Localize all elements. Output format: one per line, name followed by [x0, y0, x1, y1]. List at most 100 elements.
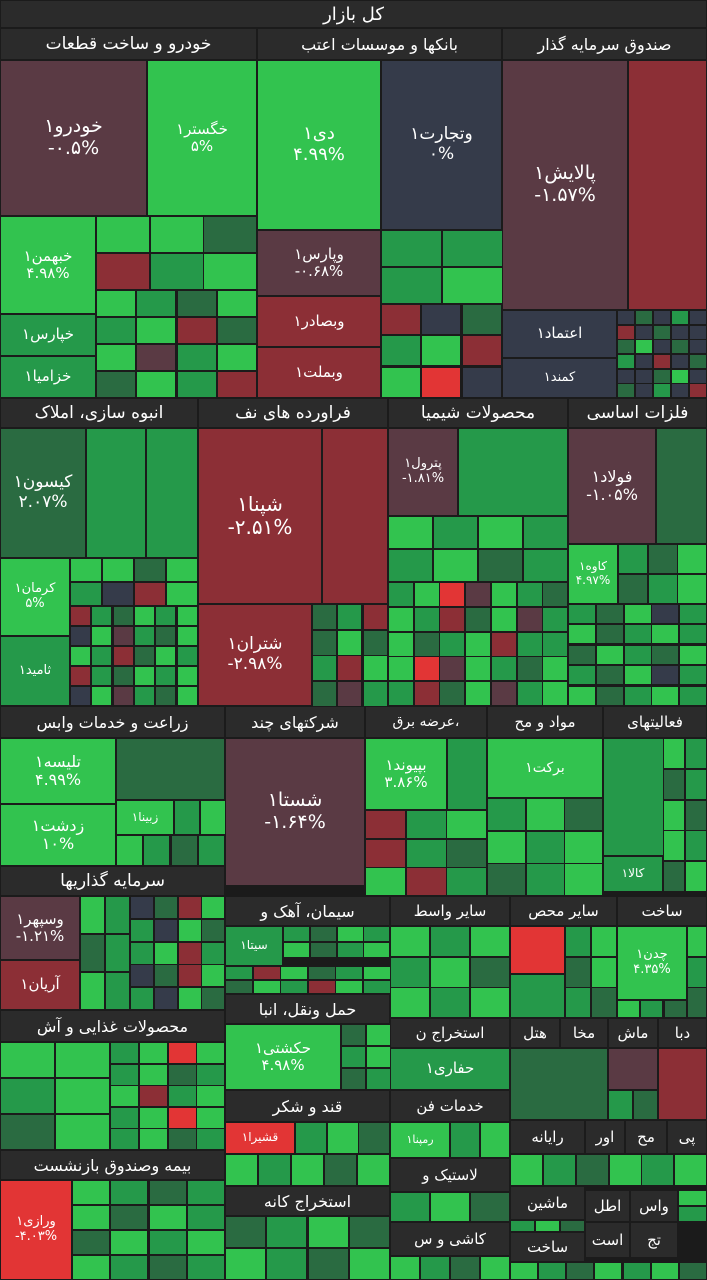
stock-tile[interactable]	[566, 1262, 594, 1280]
stock-tile[interactable]	[154, 942, 178, 965]
stock-tile[interactable]	[689, 369, 707, 384]
stock-tile[interactable]	[130, 964, 154, 987]
sector-header-mass[interactable]: انبوه سازی، املاک	[0, 398, 198, 428]
stock-tile[interactable]	[134, 606, 155, 626]
stock-tile[interactable]	[70, 582, 102, 606]
stock-tile[interactable]	[442, 230, 503, 267]
stock-tile[interactable]	[465, 607, 491, 632]
stock-tile[interactable]	[679, 686, 707, 706]
stock-tile[interactable]	[542, 656, 568, 681]
stock-tile[interactable]	[663, 861, 685, 892]
stock-tile[interactable]	[363, 630, 388, 656]
stock-tile[interactable]	[624, 665, 652, 685]
stock-tile[interactable]	[414, 582, 440, 607]
stock-tile[interactable]	[134, 686, 155, 706]
stock-tile-khpars[interactable]	[0, 314, 96, 356]
stock-tile[interactable]	[363, 681, 388, 707]
stock-tile[interactable]	[177, 317, 217, 344]
stock-tile[interactable]	[110, 1205, 148, 1230]
stock-tile[interactable]	[651, 1262, 679, 1280]
stock-tile[interactable]	[491, 681, 517, 706]
sector-header-activities[interactable]: فعالیتهای	[603, 706, 707, 738]
stock-tile[interactable]	[517, 582, 543, 607]
sector-header-atl[interactable]: اطل	[585, 1190, 630, 1222]
stock-tile[interactable]	[596, 604, 624, 624]
stock-tile[interactable]	[381, 367, 421, 398]
stock-tile[interactable]	[178, 964, 202, 987]
stock-tile-kala[interactable]	[603, 856, 663, 892]
stock-tile[interactable]	[266, 1248, 307, 1280]
stock-tile-chadn[interactable]	[617, 926, 687, 1000]
stock-tile[interactable]	[312, 681, 337, 707]
stock-tile[interactable]	[177, 290, 217, 317]
sector-header-taj[interactable]: تج	[630, 1222, 678, 1258]
stock-tile[interactable]	[102, 558, 134, 582]
stock-tile-etemad[interactable]	[502, 310, 617, 358]
sector-header-transport[interactable]: حمل ونقل، انبا	[225, 994, 390, 1024]
stock-tile-vsepehr[interactable]	[0, 896, 80, 960]
stock-tile[interactable]	[617, 354, 635, 369]
stock-tile[interactable]	[564, 798, 603, 831]
sector-header-daba[interactable]: دبا	[658, 1018, 707, 1048]
stock-tile[interactable]	[491, 656, 517, 681]
stock-tile[interactable]	[608, 1090, 633, 1120]
stock-tile[interactable]	[491, 607, 517, 632]
stock-tile[interactable]	[70, 666, 91, 686]
stock-tile[interactable]	[439, 582, 465, 607]
stock-tile[interactable]	[130, 896, 154, 919]
stock-tile[interactable]	[568, 624, 596, 644]
stock-tile[interactable]	[388, 607, 414, 632]
stock-tile[interactable]	[517, 607, 543, 632]
stock-tile[interactable]	[312, 630, 337, 656]
stock-tile[interactable]	[689, 310, 707, 325]
stock-tile[interactable]	[110, 1064, 139, 1086]
stock-tile[interactable]	[337, 604, 362, 630]
stock-tile[interactable]	[139, 1085, 168, 1107]
stock-tile-power-2[interactable]	[447, 738, 487, 810]
stock-tile[interactable]	[433, 549, 478, 582]
stock-tile[interactable]	[623, 1262, 651, 1280]
stock-tile[interactable]	[653, 383, 671, 398]
stock-tile[interactable]	[439, 607, 465, 632]
stock-tile[interactable]	[337, 655, 362, 681]
stock-tile[interactable]	[177, 344, 217, 371]
stock-tile-khzamia[interactable]	[0, 356, 96, 398]
stock-tile[interactable]	[136, 317, 176, 344]
stock-tile[interactable]	[421, 367, 461, 398]
stock-tile[interactable]	[55, 1114, 110, 1150]
sector-header-extract[interactable]: استخراج ن	[390, 1018, 510, 1048]
sector-header-makha[interactable]: مخا	[560, 1018, 608, 1048]
sector-header-agri[interactable]: زراعت و خدمات وابس	[0, 706, 225, 738]
stock-tile-varazi[interactable]	[0, 1180, 72, 1280]
stock-tile[interactable]	[166, 558, 198, 582]
stock-tile[interactable]	[327, 1122, 359, 1154]
stock-tile[interactable]	[542, 632, 568, 657]
stock-tile[interactable]	[203, 253, 257, 290]
stock-tile[interactable]	[196, 1107, 225, 1129]
stock-tile[interactable]	[653, 354, 671, 369]
stock-tile[interactable]	[523, 516, 568, 549]
stock-tile[interactable]	[365, 839, 406, 868]
stock-tile[interactable]	[653, 369, 671, 384]
stock-tile[interactable]	[110, 1042, 139, 1064]
stock-tile[interactable]	[651, 604, 679, 624]
stock-tile[interactable]	[685, 861, 707, 892]
stock-tile[interactable]	[110, 1128, 139, 1150]
stock-tile[interactable]	[671, 354, 689, 369]
stock-tile[interactable]	[596, 665, 624, 685]
stock-tile[interactable]	[390, 1192, 430, 1222]
stock-tile-khegostar[interactable]	[147, 60, 257, 216]
stock-tile[interactable]	[462, 304, 502, 335]
sector-header-cement[interactable]: سیمان، آهک و	[225, 896, 390, 926]
stock-tile-fund-2[interactable]	[628, 60, 707, 310]
stock-tile[interactable]	[308, 1248, 349, 1280]
stock-tile[interactable]	[381, 304, 421, 335]
stock-tile[interactable]	[177, 606, 198, 626]
stock-tile[interactable]	[671, 325, 689, 340]
stock-tile[interactable]	[96, 290, 136, 317]
stock-tile[interactable]	[685, 830, 707, 861]
stock-tile-barekat[interactable]	[487, 738, 603, 798]
stock-tile[interactable]	[136, 371, 176, 398]
stock-tile[interactable]	[442, 267, 503, 304]
stock-tile[interactable]	[487, 863, 526, 896]
